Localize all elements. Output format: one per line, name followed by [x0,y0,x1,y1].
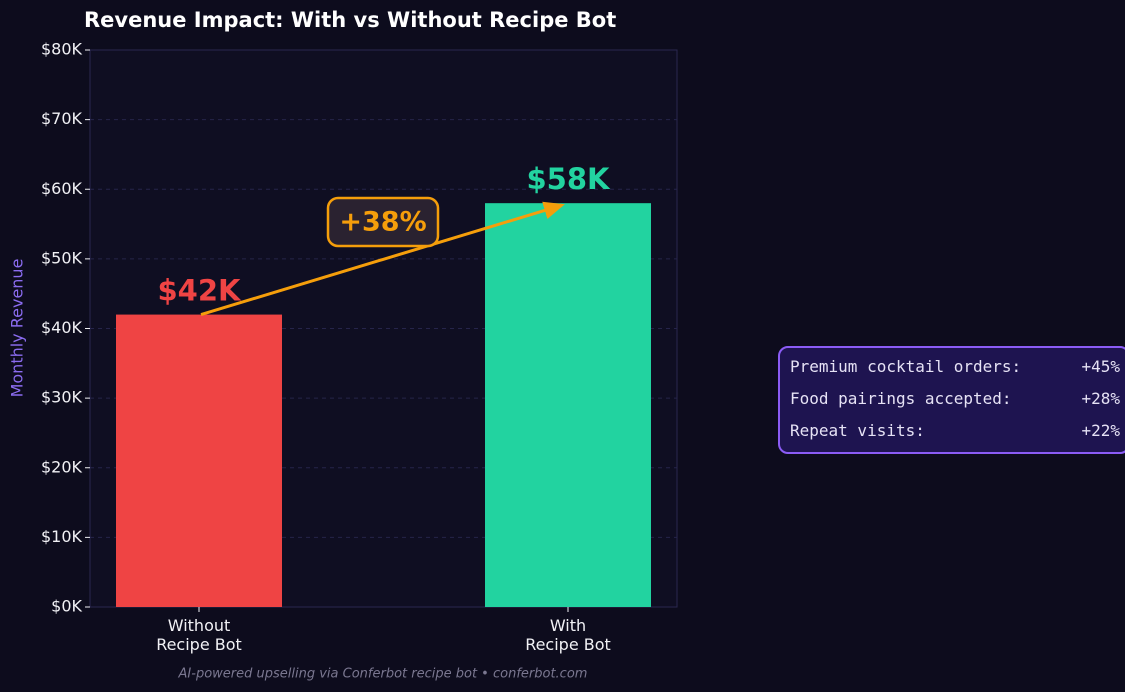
y-tick-label: $30K [41,388,83,407]
y-tick-label: $60K [41,179,83,198]
y-tick-label: $20K [41,457,83,476]
y-tick-label: $0K [51,597,82,616]
y-tick-label: $10K [41,527,83,546]
x-tick-label: With Recipe Bot [525,616,611,654]
annotation-box [326,196,440,248]
value-label: $42K [157,274,242,308]
y-axis-label: Monthly Revenue [8,259,27,398]
growth-arrow [200,201,565,317]
bar [116,314,282,607]
callout-label: Food pairings accepted: [790,389,1012,408]
callout-value: +22% [1081,421,1120,440]
callout-value: +28% [1081,389,1120,408]
callout-value: +45% [1081,357,1120,376]
chart-title: Revenue Impact: With vs Without Recipe B… [84,8,616,32]
callout-box: Premium cocktail orders: +45% Food pairing… [778,346,1125,454]
callout-row: Food pairings accepted: +28% [790,386,1120,418]
y-tick-label: $80K [41,40,83,59]
callout-row: Repeat visits: +22% [790,418,1120,450]
annotation: +38% [339,207,426,238]
footer: AI-powered upselling via Conferbot recip… [178,667,588,682]
callout-label: Premium cocktail orders: [790,357,1022,376]
value-label: $58K [526,162,611,196]
y-tick-label: $70K [41,109,83,128]
callout-row: Premium cocktail orders: +45% [790,354,1120,386]
x-tick-label: Without Recipe Bot [156,616,242,654]
bar [485,203,651,608]
callout-label: Repeat visits: [790,421,925,440]
y-tick-label: $40K [41,318,83,337]
y-tick-label: $50K [41,248,83,267]
